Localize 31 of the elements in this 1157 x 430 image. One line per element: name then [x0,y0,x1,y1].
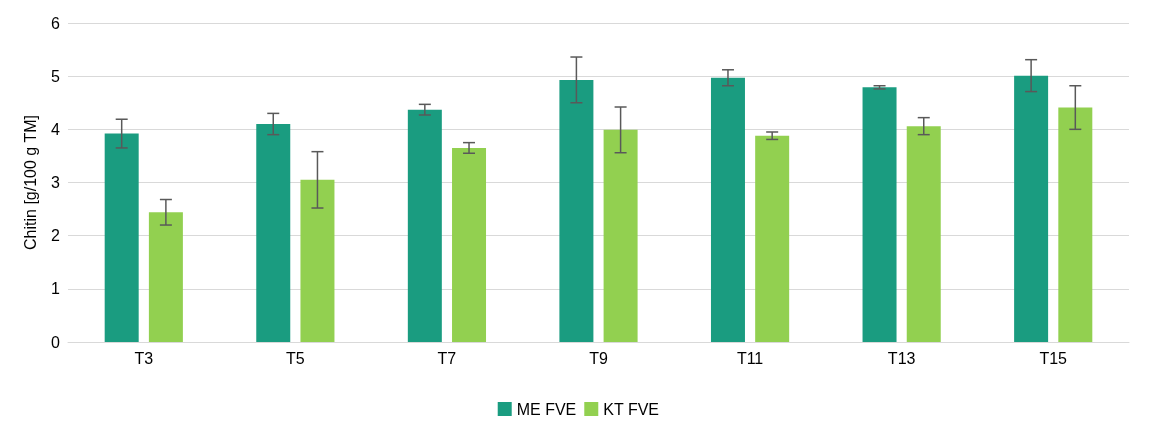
y-tick-label: 1 [51,280,61,298]
bar [104,133,139,342]
y-tick-label: 0 [51,333,61,351]
legend-label: ME FVE [516,400,577,418]
y-tick-label: 5 [51,67,61,85]
y-tick-label: 6 [51,14,61,32]
bar [710,77,745,342]
bar [755,135,790,342]
bar [407,109,442,342]
y-axis-title: Chitin [g/100 g TM] [21,115,39,250]
x-tick-label: T13 [887,349,916,367]
bar [256,124,291,342]
legend-label: KT FVE [603,400,659,418]
bar [1014,75,1049,342]
x-tick-label: T5 [286,349,305,367]
x-tick-label: T3 [134,349,154,367]
bar [148,212,183,342]
bar [603,129,638,342]
y-tick-label: 3 [51,174,61,191]
x-tick-label: T11 [736,349,764,367]
x-tick-label: T15 [1039,349,1068,367]
bar [906,126,941,342]
bar [452,147,487,342]
y-tick-label: 4 [51,120,61,138]
x-tick-label: T7 [437,349,457,367]
y-tick-label: 2 [51,227,61,245]
bar [300,179,335,342]
bar [862,87,897,342]
x-tick-label: T9 [589,349,608,367]
bar [1058,107,1093,342]
bar [559,79,594,342]
